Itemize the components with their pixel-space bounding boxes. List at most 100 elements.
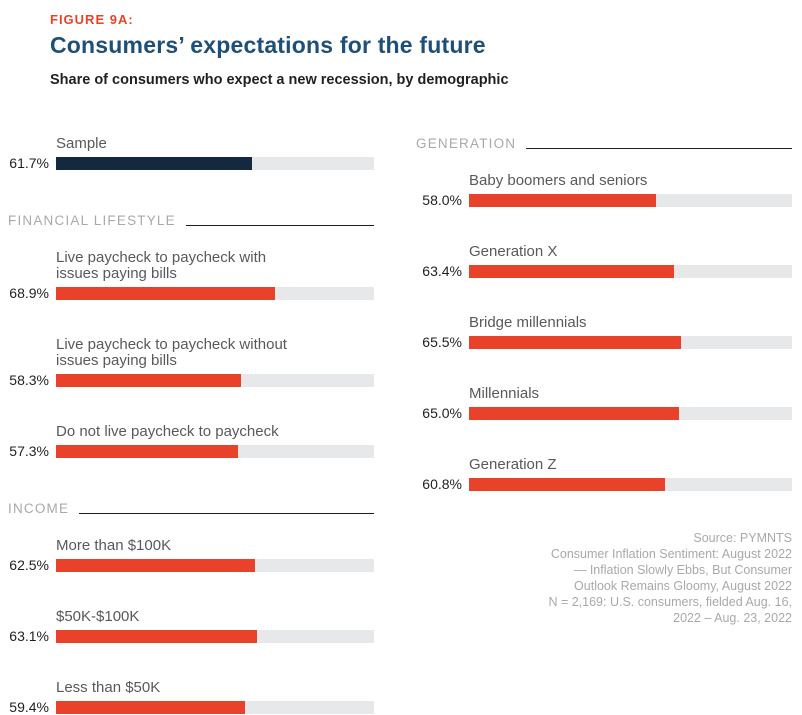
section-rows: Sample 61.7% bbox=[8, 136, 374, 171]
bar-value: 63.1% bbox=[9, 628, 49, 644]
bar-label: Less than $50K bbox=[56, 679, 161, 696]
source-note: Source: PYMNTS Consumer Inflation Sentime… bbox=[416, 530, 792, 626]
bar-label: Live paycheck to paycheck without issues… bbox=[56, 336, 287, 369]
bar-fill bbox=[56, 444, 239, 458]
figure-subtitle: Share of consumers who expect a new rece… bbox=[50, 72, 509, 88]
bar-row: Generation X 63.4% bbox=[416, 244, 792, 279]
bar-label: $50K-$100K bbox=[56, 608, 140, 625]
bar-row: More than $100K 62.5% bbox=[8, 538, 374, 573]
bar-fill bbox=[469, 477, 666, 491]
bar-row: Live paycheck to paycheck without issues… bbox=[8, 337, 374, 388]
bar-track bbox=[56, 700, 374, 714]
bar-track bbox=[469, 335, 792, 349]
bar-row: Generation Z 60.8% bbox=[416, 457, 792, 492]
bar-fill bbox=[469, 193, 657, 207]
bar-line: 65.5% bbox=[416, 334, 792, 350]
figure-header: FIGURE 9A: Consumers’ expectations for t… bbox=[0, 12, 802, 88]
bar-row: Bridge millennials 65.5% bbox=[416, 315, 792, 350]
bar-track bbox=[469, 264, 792, 278]
bar-line: 58.3% bbox=[8, 372, 374, 388]
bar-line: 62.5% bbox=[8, 557, 374, 573]
bar-label: Baby boomers and seniors bbox=[469, 172, 648, 189]
bar-line: 60.8% bbox=[416, 476, 792, 492]
figure-title: Consumers’ expectations for the future bbox=[50, 32, 486, 58]
bar-line: 68.9% bbox=[8, 285, 374, 301]
section-header: GENERATION bbox=[416, 136, 792, 152]
source-line: Consumer Inflation Sentiment: August 202… bbox=[550, 547, 792, 561]
bar-track bbox=[469, 193, 792, 207]
section-header: INCOME bbox=[8, 501, 374, 517]
bar-fill bbox=[56, 629, 257, 643]
bar-value: 60.8% bbox=[422, 476, 462, 492]
chart-section: GENERATION Baby boomers and seniors 58.0… bbox=[416, 136, 792, 492]
chart-column-right-sections: GENERATION Baby boomers and seniors 58.0… bbox=[416, 136, 792, 492]
bar-fill bbox=[469, 335, 681, 349]
bar-fill bbox=[56, 373, 242, 387]
bar-value: 65.0% bbox=[422, 405, 462, 421]
bar-value: 57.3% bbox=[9, 443, 49, 459]
bar-value: 58.3% bbox=[9, 372, 49, 388]
bar-track bbox=[56, 558, 374, 572]
bar-track bbox=[56, 629, 374, 643]
section-rows: Baby boomers and seniors 58.0% Generatio… bbox=[416, 173, 792, 492]
bar-fill bbox=[56, 558, 255, 572]
section-header: FINANCIAL LIFESTYLE bbox=[8, 213, 374, 229]
bar-label: Millennials bbox=[469, 385, 540, 402]
bar-row: Baby boomers and seniors 58.0% bbox=[416, 173, 792, 208]
bar-track bbox=[56, 156, 374, 170]
bar-value: 62.5% bbox=[9, 557, 49, 573]
chart-column-left: Sample 61.7% FINANCIAL LIFESTYLE Live pa… bbox=[8, 136, 374, 715]
bar-track bbox=[56, 286, 374, 300]
section-rows: More than $100K 62.5% $50K-$100K 63.1% L… bbox=[8, 538, 374, 715]
bar-line: 59.4% bbox=[8, 699, 374, 715]
chart-section: INCOME More than $100K 62.5% $50K-$100K … bbox=[8, 501, 374, 715]
bar-line: 57.3% bbox=[8, 443, 374, 459]
section-rule bbox=[185, 225, 374, 226]
section-rule bbox=[526, 148, 792, 149]
bar-value: 63.4% bbox=[422, 263, 462, 279]
bar-fill bbox=[56, 286, 276, 300]
bar-fill bbox=[56, 156, 253, 170]
bar-track bbox=[469, 406, 792, 420]
bar-line: 63.4% bbox=[416, 263, 792, 279]
bar-line: 61.7% bbox=[8, 155, 374, 171]
chart-columns: Sample 61.7% FINANCIAL LIFESTYLE Live pa… bbox=[0, 136, 802, 715]
bar-track bbox=[469, 477, 792, 491]
section-title: FINANCIAL LIFESTYLE bbox=[8, 213, 176, 228]
bar-label: Sample bbox=[56, 135, 107, 152]
bar-line: 63.1% bbox=[8, 628, 374, 644]
bar-label: More than $100K bbox=[56, 537, 172, 554]
source-line: N = 2,169: U.S. consumers, fielded Aug. … bbox=[548, 595, 792, 609]
section-rule bbox=[79, 513, 374, 514]
chart-section: Sample 61.7% bbox=[8, 136, 374, 171]
bar-row: Millennials 65.0% bbox=[416, 386, 792, 421]
bar-fill bbox=[469, 264, 674, 278]
bar-track bbox=[56, 444, 374, 458]
figure-page: FIGURE 9A: Consumers’ expectations for t… bbox=[0, 12, 802, 715]
bar-row: Sample 61.7% bbox=[8, 136, 374, 171]
section-rows: Live paycheck to paycheck with issues pa… bbox=[8, 250, 374, 459]
bar-label: Bridge millennials bbox=[469, 314, 587, 331]
figure-number: FIGURE 9A: bbox=[50, 12, 134, 27]
bar-value: 59.4% bbox=[9, 699, 49, 715]
bar-line: 58.0% bbox=[416, 192, 792, 208]
bar-label: Generation X bbox=[469, 243, 558, 260]
bar-fill bbox=[56, 700, 245, 714]
bar-label: Generation Z bbox=[469, 456, 557, 473]
chart-section: FINANCIAL LIFESTYLE Live paycheck to pay… bbox=[8, 213, 374, 459]
bar-row: Less than $50K 59.4% bbox=[8, 680, 374, 715]
bar-row: Do not live paycheck to paycheck 57.3% bbox=[8, 424, 374, 459]
bar-value: 65.5% bbox=[422, 334, 462, 350]
bar-fill bbox=[469, 406, 679, 420]
bar-value: 58.0% bbox=[422, 192, 462, 208]
bar-value: 68.9% bbox=[9, 285, 49, 301]
source-line: — Inflation Slowly Ebbs, But Consumer bbox=[573, 563, 792, 577]
bar-track bbox=[56, 373, 374, 387]
chart-column-right: GENERATION Baby boomers and seniors 58.0… bbox=[416, 136, 792, 715]
bar-label: Do not live paycheck to paycheck bbox=[56, 423, 279, 440]
source-line: Source: PYMNTS bbox=[693, 531, 792, 545]
bar-value: 61.7% bbox=[9, 155, 49, 171]
source-line: 2022 – Aug. 23, 2022 bbox=[673, 611, 792, 625]
bar-line: 65.0% bbox=[416, 405, 792, 421]
bar-row: Live paycheck to paycheck with issues pa… bbox=[8, 250, 374, 301]
